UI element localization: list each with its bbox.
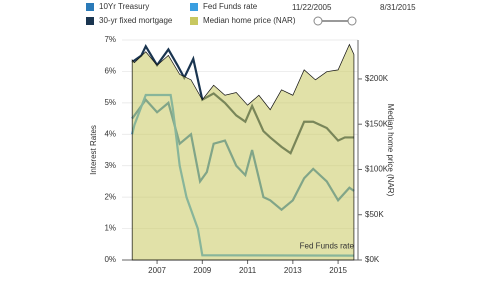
- slider-handle[interactable]: [347, 16, 357, 26]
- end-date: 8/31/2015: [380, 3, 416, 12]
- legend-label[interactable]: 30-yr fixed mortgage: [99, 16, 173, 25]
- x-tick-label: 2015: [329, 266, 347, 275]
- legend-label[interactable]: Median home price (NAR): [203, 16, 296, 25]
- y-tick-label: 2%: [104, 192, 116, 201]
- legend-label[interactable]: 10Yr Treasury: [99, 2, 149, 11]
- legend-swatch[interactable]: [86, 3, 94, 11]
- x-tick-label: 2013: [284, 266, 302, 275]
- annotation: Fed Funds rate: [300, 242, 355, 251]
- series-area: [131, 43, 355, 261]
- start-date: 11/22/2005: [292, 3, 332, 12]
- y-tick-label: 0%: [104, 255, 116, 264]
- y-tick-label: 3%: [104, 161, 116, 170]
- y-tick-label: 6%: [104, 67, 116, 76]
- x-tick-label: 2011: [239, 266, 257, 275]
- y2-axis-title: Median home price (NAR): [386, 104, 395, 197]
- legend-swatch[interactable]: [190, 17, 198, 25]
- y2-tick-label: $200K: [365, 74, 389, 83]
- x-tick-label: 2007: [148, 266, 166, 275]
- y-tick-label: 5%: [104, 98, 116, 107]
- x-tick-label: 2009: [193, 266, 211, 275]
- y-tick-label: 4%: [104, 129, 116, 138]
- slider-handle[interactable]: [313, 16, 323, 26]
- legend-label[interactable]: Fed Funds rate: [203, 2, 258, 11]
- y-axis-title: Interest Rates: [89, 125, 98, 175]
- y2-tick-label: $150K: [365, 119, 389, 128]
- y2-tick-label: $50K: [365, 210, 384, 219]
- y2-tick-label: $100K: [365, 165, 389, 174]
- legend-swatch[interactable]: [86, 17, 94, 25]
- legend-swatch[interactable]: [190, 3, 198, 11]
- y-tick-label: 7%: [104, 35, 116, 44]
- y2-tick-label: $0K: [365, 255, 380, 264]
- y-tick-label: 1%: [104, 224, 116, 233]
